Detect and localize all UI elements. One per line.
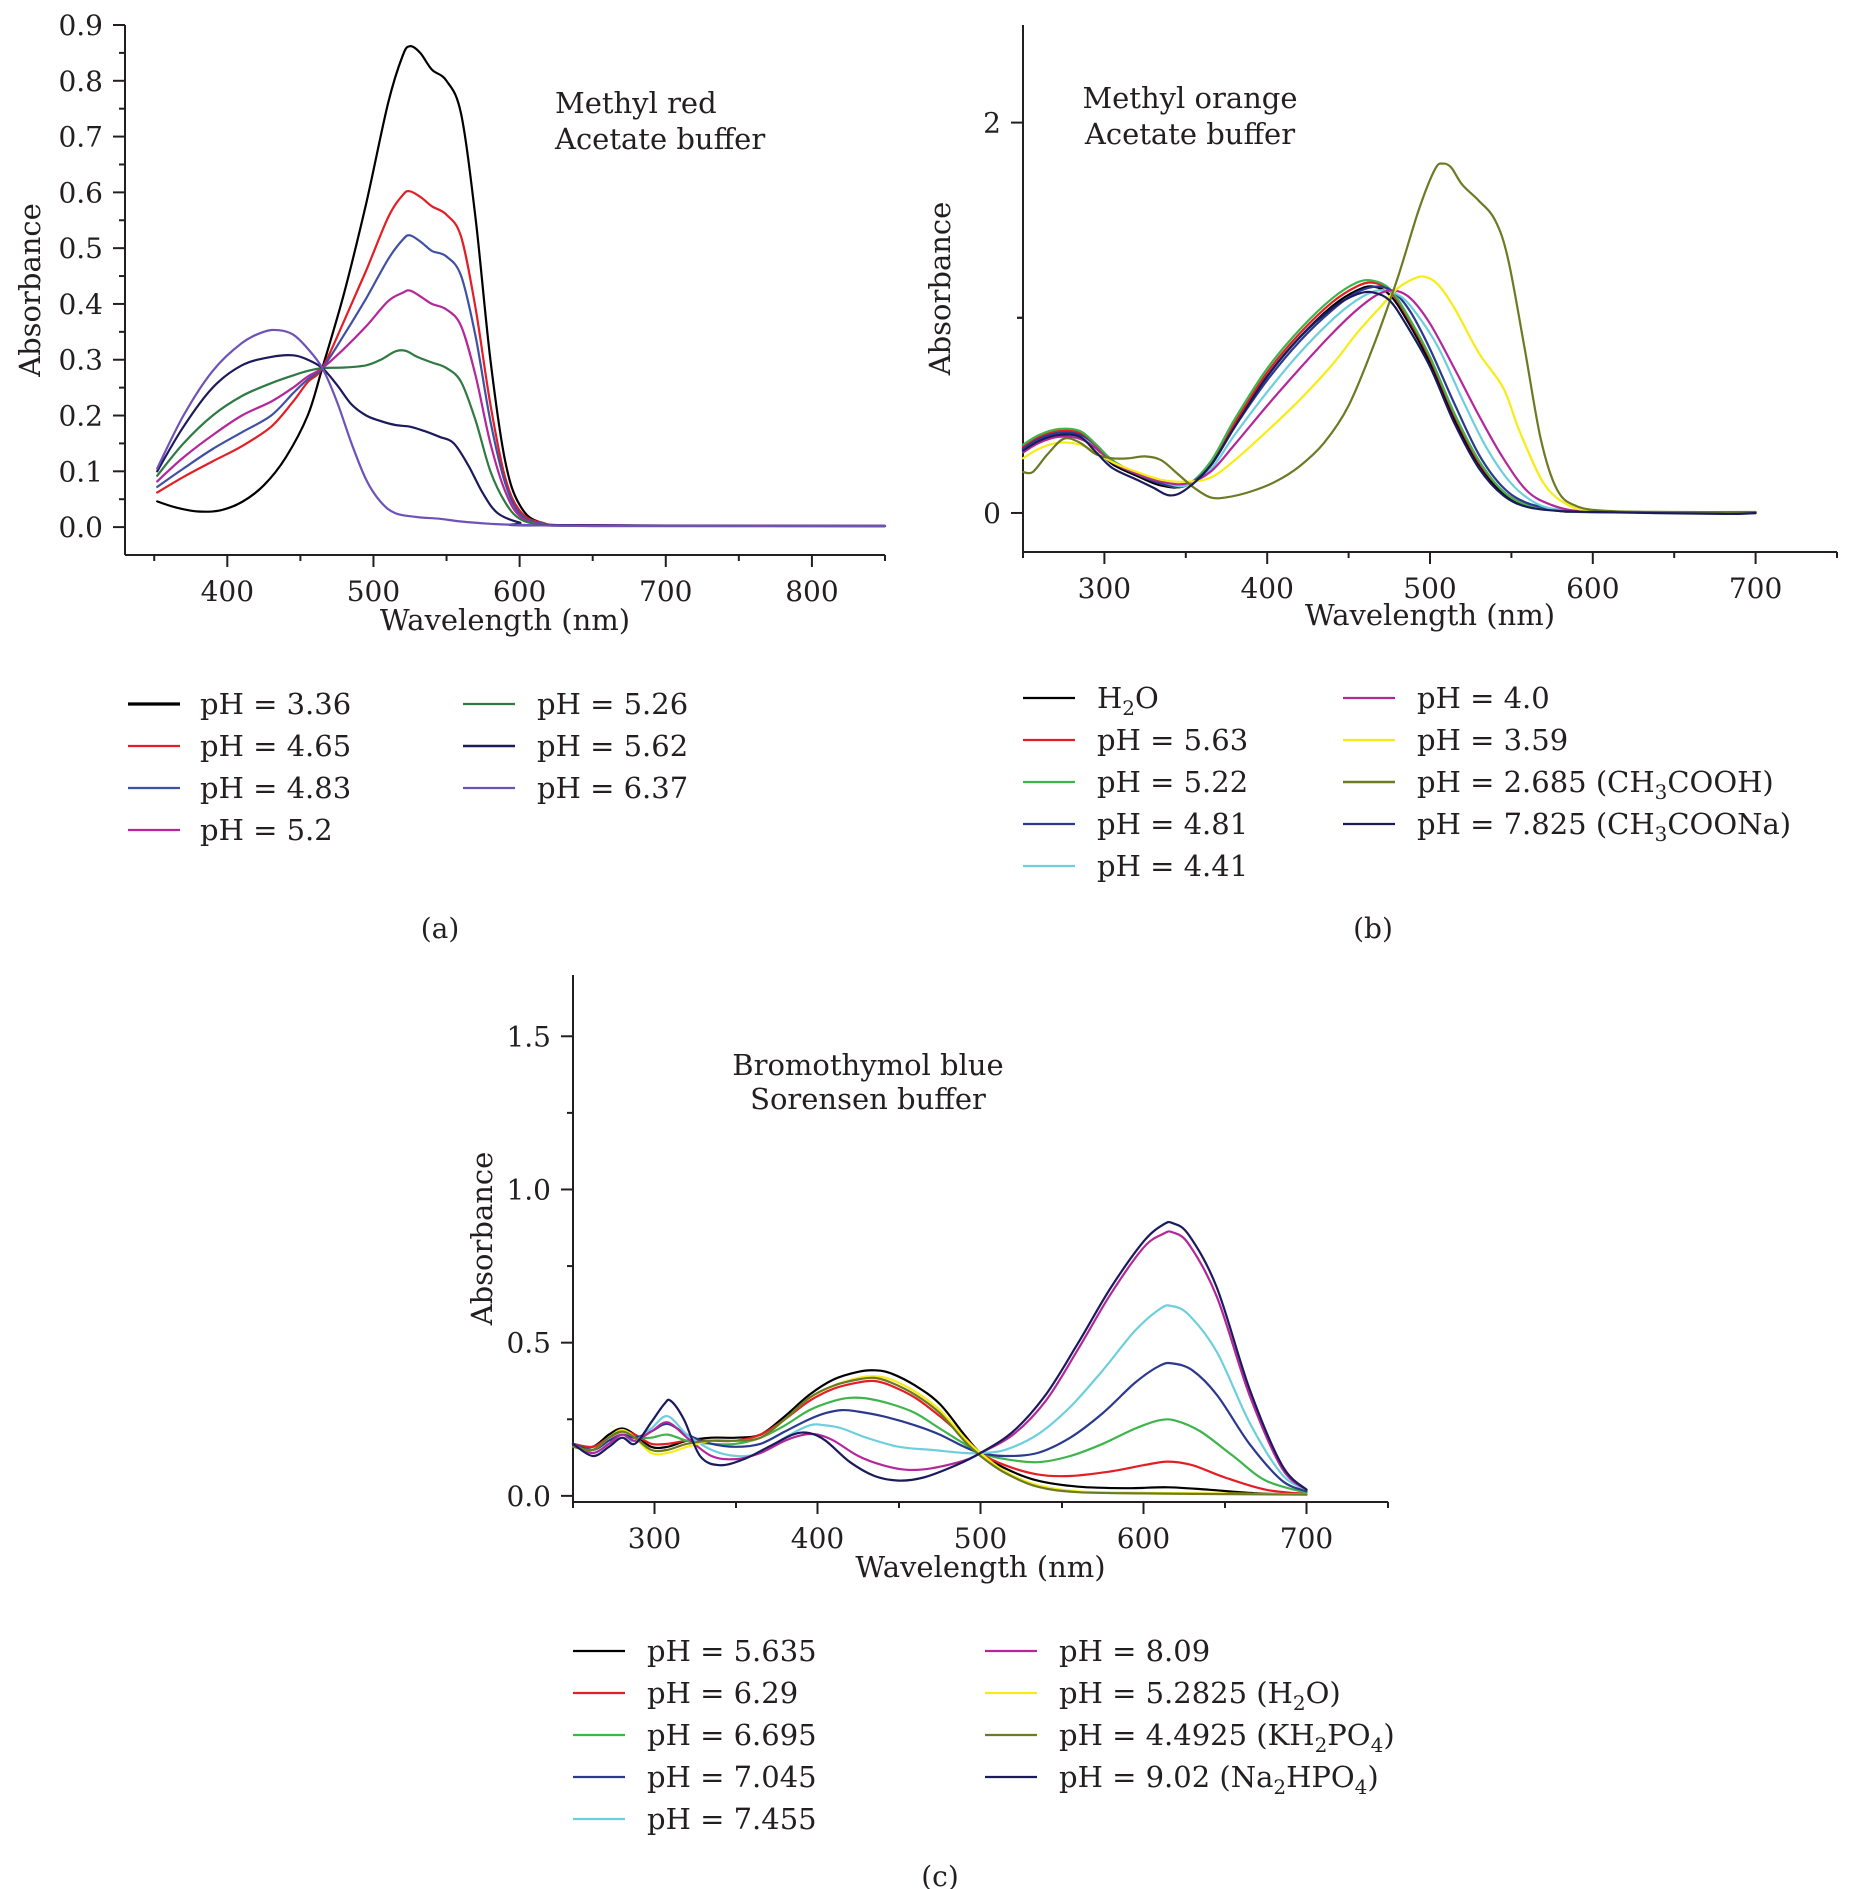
series-line [571,1369,1308,1496]
x-axis-title: Wavelength (nm) [1305,598,1555,632]
chart-annotation: Bromothymol blue [732,1048,1003,1082]
series-line [156,289,887,528]
legend-label: pH = 3.59 [1417,723,1568,757]
legend-label: pH = 4.0 [1417,681,1550,715]
chart-annotation: Methyl red [555,86,717,120]
x-axis-title: Wavelength (nm) [380,603,630,637]
legend-label: pH = 5.2 [200,813,333,847]
series-line [571,1379,1308,1496]
x-tick-label: 700 [639,575,692,608]
y-tick-label: 0.3 [58,344,103,377]
legend-label: pH = 9.02 (Na2HPO4) [1059,1760,1379,1799]
series-line [571,1230,1308,1491]
series-line [156,234,887,528]
series-line [1021,289,1757,515]
y-tick-label: 0.5 [58,232,103,265]
series-line [571,1220,1308,1491]
chart-annotation: Acetate buffer [554,122,765,156]
legend-label: pH = 6.37 [537,771,688,805]
x-tick-label: 300 [628,1522,681,1555]
legend-label: pH = 4.41 [1097,849,1248,883]
legend-label: pH = 5.62 [537,729,688,763]
legend-label: pH = 4.4925 (KH2PO4) [1059,1718,1395,1757]
y-tick-label: 0.8 [58,65,103,98]
series-line [571,1376,1308,1496]
chart-panel-c: 300 400 500 600 700 0.0 0.5 1.0 1.5 Wavelength (n… [465,975,1395,1889]
x-tick-label: 400 [791,1522,844,1555]
x-tick-label: 500 [347,575,400,608]
series-line [1021,275,1757,515]
x-tick-label: 700 [1729,572,1782,605]
y-axis-title: Absorbance [465,1152,499,1327]
panel-label: (b) [1353,912,1393,945]
x-tick-label: 600 [1117,1522,1170,1555]
y-tick-label: 0.5 [506,1327,551,1360]
y-tick-label: 0.6 [58,176,103,209]
legend-label: pH = 6.29 [647,1676,798,1710]
x-tick-label: 300 [1078,572,1131,605]
chart-annotation: Methyl orange [1082,81,1297,115]
series-line [571,1304,1308,1491]
series-line [1021,289,1757,515]
legend-label: pH = 5.2825 (H2O) [1059,1676,1341,1715]
series-line [156,328,887,528]
series-line [571,1396,1308,1494]
y-tick-label: 0.4 [58,288,103,321]
x-tick-label: 400 [1240,572,1293,605]
legend-label: pH = 4.65 [200,729,351,763]
x-axis-title: Wavelength (nm) [855,1550,1105,1584]
chart-annotation: Sorensen buffer [750,1082,986,1116]
y-tick-label: 0.2 [58,400,103,433]
legend-label: H2O [1097,681,1159,720]
legend-label: pH = 3.36 [200,687,351,721]
y-tick-label: 0.9 [58,9,103,42]
legend-label: pH = 8.09 [1059,1634,1210,1668]
chart-annotation: Acetate buffer [1084,117,1295,151]
y-tick-label: 0.7 [58,121,103,154]
series-line [1021,278,1757,515]
legend-label: pH = 2.685 (CH3COOH) [1417,765,1774,804]
panel-label: (c) [921,1860,959,1889]
legend-label: pH = 5.22 [1097,765,1248,799]
y-tick-label: 0.0 [506,1480,551,1513]
series-line [156,354,887,528]
legend-label: pH = 5.26 [537,687,688,721]
chart-panel-a: 400 500 600 700 800 0.0 0.1 0.2 0.3 0.4 0.5 0.6 0.7 0… [13,9,887,945]
x-tick-label: 600 [1566,572,1619,605]
y-tick-label: 0.1 [58,455,103,488]
series-line [156,45,887,528]
series-line [1021,162,1757,514]
y-tick-label: 2 [983,107,1001,140]
y-tick-label: 0 [983,497,1001,530]
y-axis-title: Absorbance [923,202,957,377]
legend-label: pH = 7.455 [647,1802,817,1836]
y-tick-label: 1.5 [506,1020,551,1053]
series-line [156,349,887,528]
x-tick-label: 600 [493,575,546,608]
y-axis-title: Absorbance [13,203,47,378]
x-tick-label: 400 [201,575,254,608]
legend-label: pH = 7.825 (CH3COONa) [1417,807,1791,846]
y-tick-label: 0.0 [58,511,103,544]
series-line [156,189,887,528]
y-tick-label: 1.0 [506,1173,551,1206]
x-tick-label: 500 [1403,572,1456,605]
legend-label: pH = 5.63 [1097,723,1248,757]
x-tick-label: 800 [785,575,838,608]
legend-label: pH = 6.695 [647,1718,817,1752]
legend-label: pH = 5.635 [647,1634,817,1668]
legend-label: pH = 4.83 [200,771,351,805]
series-line [1021,290,1757,516]
panel-label: (a) [421,912,460,945]
legend-label: pH = 4.81 [1097,807,1248,841]
x-tick-label: 700 [1280,1522,1333,1555]
legend-label: pH = 7.045 [647,1760,817,1794]
x-tick-label: 500 [954,1522,1007,1555]
chart-panel-b: 300 400 500 600 700 0 2 Wavelength (nm) Absorban… [923,25,1838,945]
